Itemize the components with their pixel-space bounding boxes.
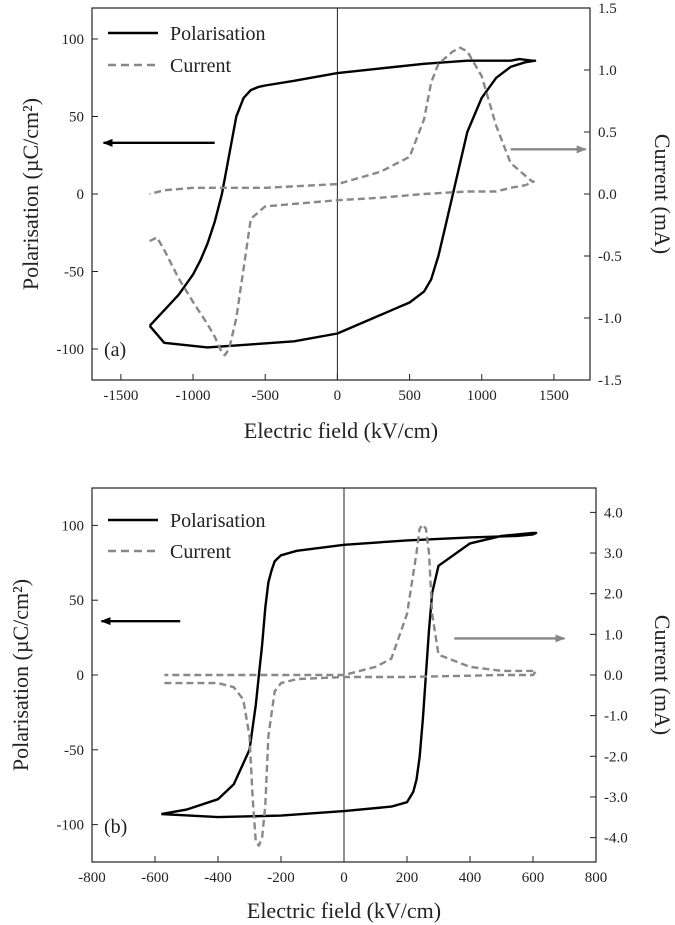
chart-1-xtick-label: 400 [459, 870, 482, 886]
chart-0-y2tick-label: -0.5 [598, 249, 622, 265]
chart-0-y2label: Current (mA) [650, 134, 675, 254]
chart-0-xtick-label: -500 [251, 388, 279, 404]
chart-0-ytick-label: 50 [69, 110, 84, 126]
chart-1-xtick-label: -800 [78, 870, 106, 886]
chart-0-xtick-label: 1500 [539, 388, 569, 404]
chart-1-ylabel: Polarisation (µC/cm²) [8, 579, 33, 771]
chart-0-xtick-label: 1000 [467, 388, 497, 404]
chart-1-panel-label: (b) [104, 816, 127, 838]
chart-1-y2tick-label: 1.0 [604, 627, 623, 643]
chart-1-xtick-label: 600 [522, 870, 545, 886]
chart-1-series-polarisation [161, 531, 538, 819]
chart-1-y2tick-label: -1.0 [604, 709, 628, 725]
chart-0-series-current [149, 46, 535, 357]
chart-1-y2tick-label: 0.0 [604, 668, 623, 684]
chart-0-xtick-label: 500 [398, 388, 421, 404]
chart-1-series-current [164, 523, 538, 847]
chart-0-ytick-label: -100 [57, 342, 85, 358]
chart-0-y2tick-label: 1.0 [598, 63, 617, 79]
chart-1-y2tick-label: 2.0 [604, 587, 623, 603]
chart-1-y2tick-label: -2.0 [604, 749, 628, 765]
chart-0-y2tick-label: -1.0 [598, 311, 622, 327]
chart-1-ytick-label: 50 [69, 593, 84, 609]
chart-1-ytick-label: 0 [77, 668, 85, 684]
chart-0-panel-label: (a) [104, 339, 126, 361]
chart-0-y2tick-label: -1.5 [598, 373, 622, 389]
chart-0-ytick-label: -50 [64, 265, 84, 281]
chart-1-y2label: Current (mA) [650, 615, 675, 735]
chart-0-xtick-label: -1000 [176, 388, 211, 404]
chart-0-y2tick-label: 0.5 [598, 125, 617, 141]
chart-0-xlabel: Electric field (kV/cm) [244, 418, 438, 443]
chart-1-ytick-label: 100 [62, 518, 85, 534]
chart-0-xtick-label: -1500 [103, 388, 138, 404]
panel-a: -1500 -1000 -500 0 500 1000 1500-100-50050100-… [18, 1, 675, 443]
chart-1-legend-label-polarisation: Polarisation [170, 510, 266, 532]
chart-0-legend-label-polarisation: Polarisation [170, 23, 266, 45]
chart-1-xtick-label: 200 [396, 870, 419, 886]
panel-b: -800 -600 -400 -200 0 200 400 600 800 -100 -50 0 50 1… [8, 487, 675, 923]
chart-0-ytick-label: 100 [62, 32, 85, 48]
chart-1-y2tick-label: 3.0 [604, 546, 623, 562]
chart-1-y2tick-label: -3.0 [604, 790, 628, 806]
chart-0-xtick-label: 0 [334, 388, 342, 404]
chart-1-xtick-label: 0 [340, 870, 348, 886]
chart-1-xtick-label: -200 [267, 870, 295, 886]
chart-1-xlabel: Electric field (kV/cm) [247, 898, 441, 923]
chart-1-y2tick-label: -4.0 [604, 831, 628, 847]
chart-1-legend-label-current: Current [170, 541, 232, 563]
chart-0-y2tick-label: 0.0 [598, 187, 617, 203]
chart-0-ytick-label: 0 [77, 187, 85, 203]
chart-1-y2tick-label: 4.0 [604, 505, 623, 521]
chart-0-ylabel: Polarisation (µC/cm²) [18, 98, 43, 290]
chart-0-legend-label-current: Current [170, 55, 232, 77]
chart-1-ytick-label: -50 [64, 743, 84, 759]
chart-0-series-polarisation [148, 57, 537, 349]
chart-1-xtick-label: 800 [585, 870, 608, 886]
chart-1-xtick-label: -400 [204, 870, 232, 886]
chart-1-ytick-label: -100 [57, 818, 85, 834]
chart-1-xtick-label: -600 [141, 870, 169, 886]
chart-0-plot-frame [91, 7, 591, 381]
chart-0-y2tick-label: 1.5 [598, 1, 617, 17]
